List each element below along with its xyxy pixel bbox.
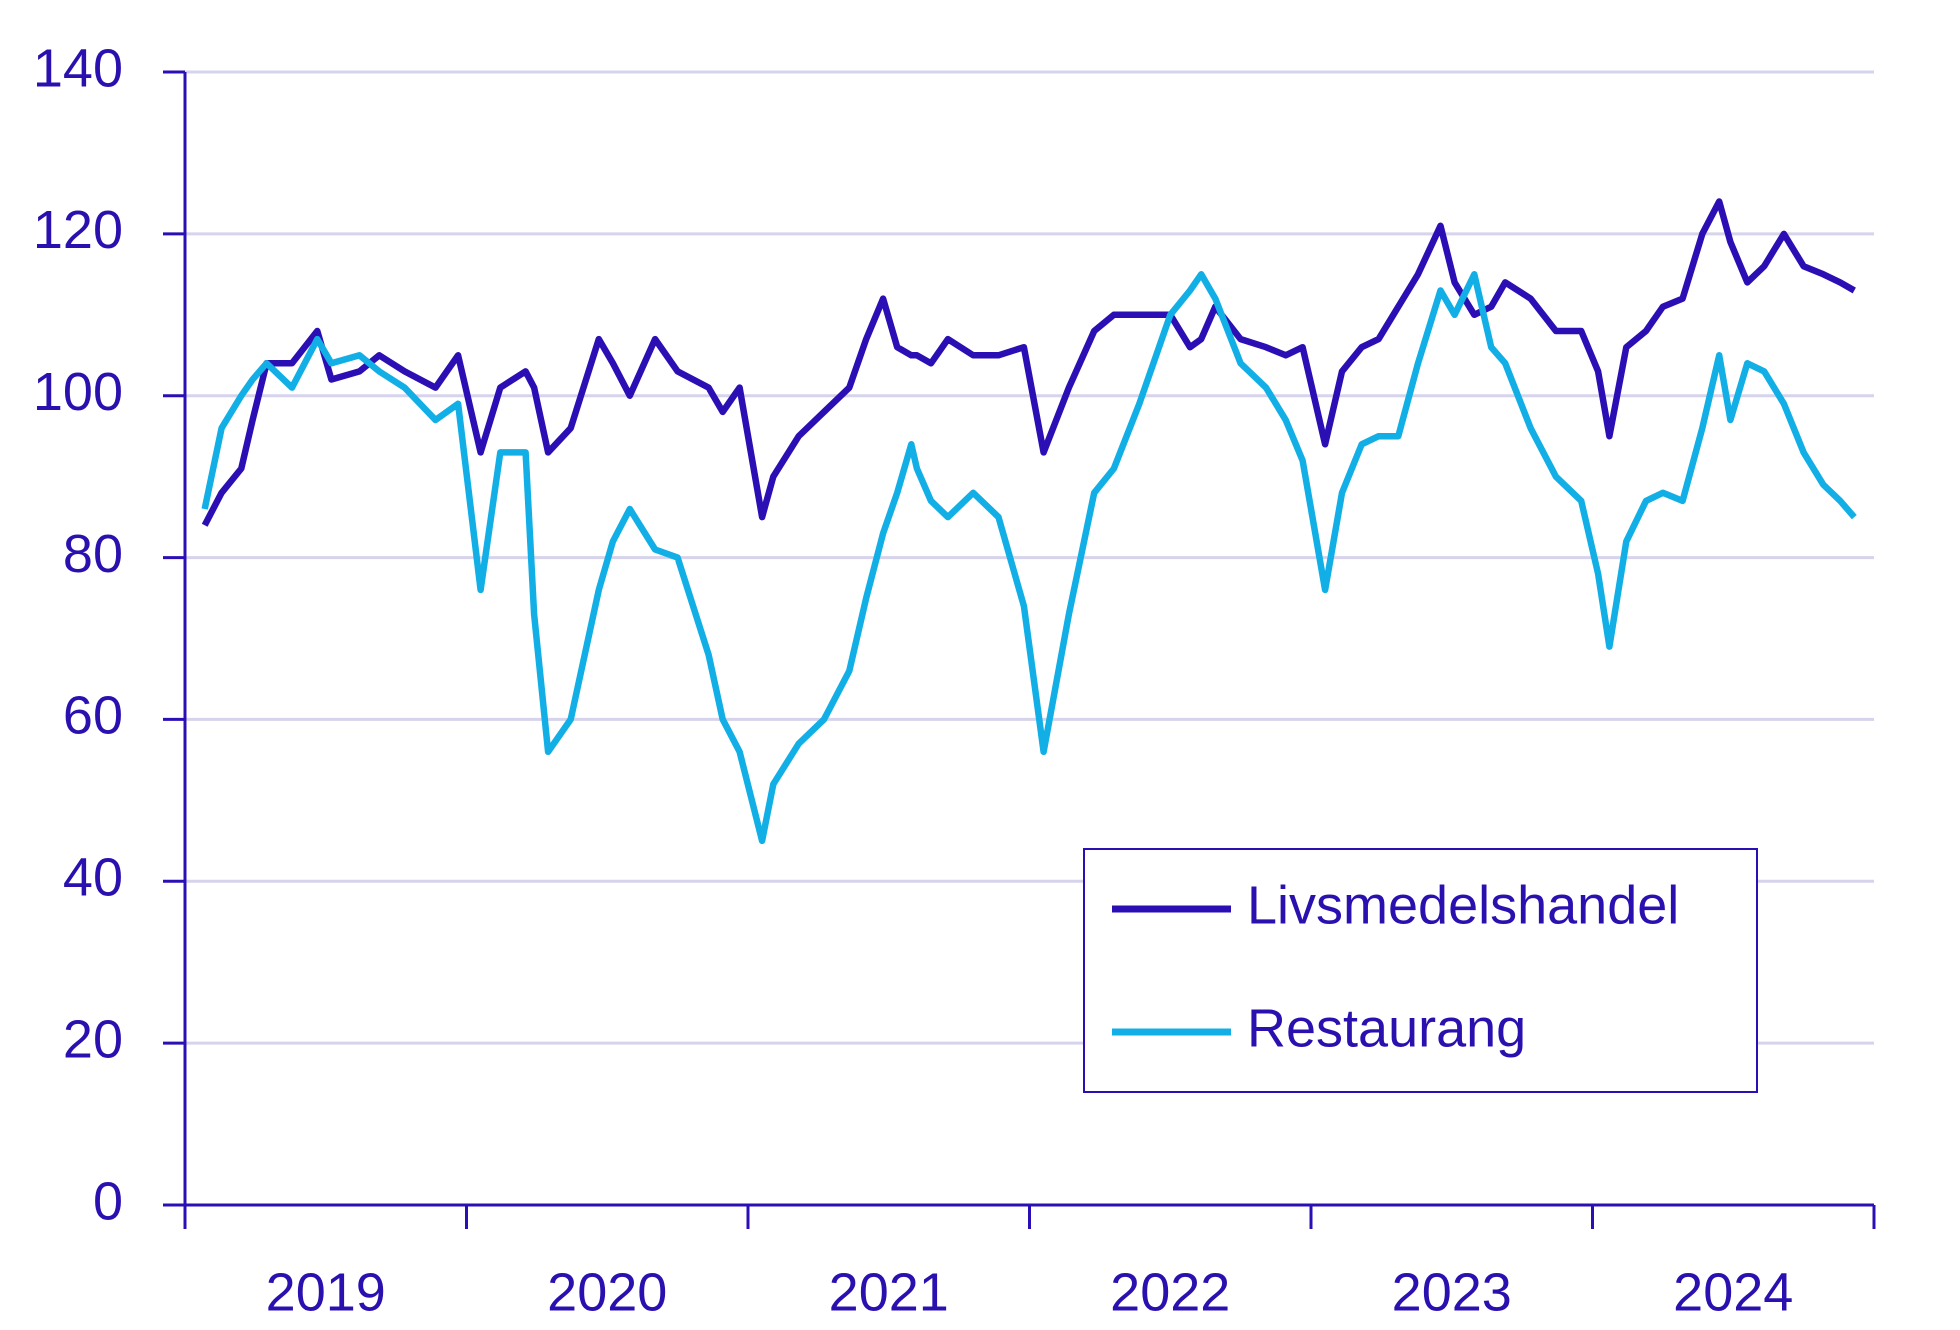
line-series xyxy=(201,271,1857,845)
y-tick-label: 140 xyxy=(33,38,123,98)
y-tick-label: 80 xyxy=(63,524,123,584)
legend-label: Livsmedelshandel xyxy=(1247,875,1679,935)
x-tick-label: 2021 xyxy=(829,1262,949,1322)
x-tick-label: 2022 xyxy=(1110,1262,1230,1322)
x-tick-label: 2019 xyxy=(266,1262,386,1322)
y-tick-label: 40 xyxy=(63,848,123,908)
x-tick-label: 2024 xyxy=(1673,1262,1793,1322)
y-tick-label: 120 xyxy=(33,200,123,260)
x-tick-label: 2023 xyxy=(1392,1262,1512,1322)
y-tick-label: 0 xyxy=(93,1171,123,1231)
x-tick-label: 2020 xyxy=(547,1262,667,1322)
y-tick-label: 100 xyxy=(33,362,123,422)
legend-label: Restaurang xyxy=(1247,998,1526,1058)
legend-box xyxy=(1083,848,1758,1093)
y-tick-label: 20 xyxy=(63,1009,123,1069)
y-tick-label: 60 xyxy=(63,686,123,746)
line-series xyxy=(201,198,1856,527)
